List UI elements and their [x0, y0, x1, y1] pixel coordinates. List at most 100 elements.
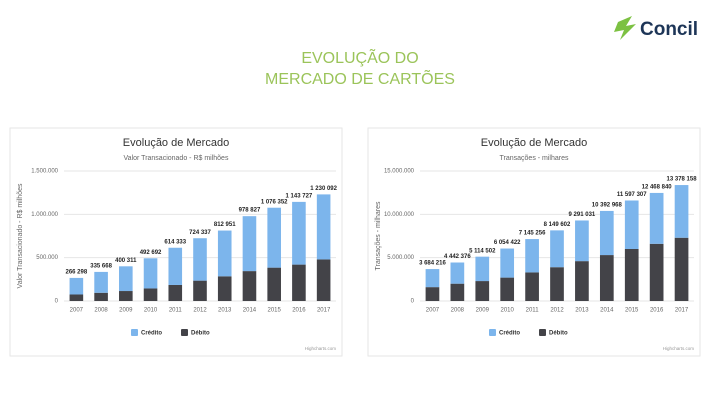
bar-segment [119, 291, 133, 301]
bar-segment [674, 185, 689, 238]
slide-title: EVOLUÇÃO DO [301, 47, 418, 67]
bar-segment [143, 258, 158, 289]
bar-segment [425, 269, 440, 288]
x-tick-label: 2009 [476, 308, 490, 314]
bar-segment [168, 284, 183, 301]
credits: Highcharts.com [663, 346, 695, 351]
bar-segment [525, 239, 539, 273]
bar-segment [217, 276, 232, 301]
total-label: 1 143 727 [286, 193, 313, 199]
x-tick-label: 2015 [625, 308, 639, 314]
bar-segment [475, 281, 490, 301]
bar-segment [242, 216, 257, 272]
bar-segment [425, 287, 440, 301]
bar-segment [450, 283, 465, 301]
x-tick-label: 2008 [451, 308, 465, 314]
y-tick-label: 1.500.000 [31, 169, 58, 175]
x-tick-label: 2007 [70, 308, 84, 314]
bar-segment [292, 201, 306, 265]
chart: Evolução de Mercado Valor Transacionado -… [9, 127, 343, 357]
bar-segment [242, 271, 257, 301]
bar-segment [525, 272, 539, 301]
x-tick-label: 2014 [243, 308, 257, 314]
total-label: 266 298 [66, 269, 88, 275]
x-tick-label: 2013 [575, 308, 589, 314]
bar-segment [69, 294, 84, 301]
bar-segment [475, 256, 490, 282]
x-tick-label: 2008 [94, 308, 108, 314]
bar-segment [649, 192, 664, 244]
bar-segment [119, 266, 133, 292]
total-label: 978 827 [239, 208, 261, 214]
x-tick-label: 2017 [317, 308, 331, 314]
x-tick-label: 2010 [501, 308, 515, 314]
total-label: 724 337 [189, 230, 211, 236]
credits: Highcharts.com [305, 346, 337, 351]
bar-segment [267, 207, 281, 268]
total-label: 492 692 [140, 250, 162, 256]
total-label: 1 230 092 [310, 186, 337, 192]
legend-label: Crédito [141, 331, 162, 337]
bar-segment [624, 249, 639, 301]
bar-segment [649, 243, 664, 301]
legend-label: Débito [191, 331, 210, 337]
y-axis-label: Valor Transacionado - R$ milhões [17, 183, 24, 288]
y-tick-label: 0 [411, 299, 415, 305]
bar-segment [143, 288, 158, 301]
total-label: 9 291 031 [569, 212, 596, 218]
bar-segment [674, 237, 689, 301]
total-label: 13 378 158 [667, 177, 698, 183]
legend-label: Débito [549, 331, 568, 337]
total-label: 812 951 [214, 222, 236, 228]
x-tick-label: 2011 [526, 308, 540, 314]
total-label: 12 468 840 [642, 185, 673, 191]
y-tick-label: 15.000.000 [384, 169, 415, 175]
x-tick-label: 2007 [426, 308, 440, 314]
bar-segment [599, 210, 614, 256]
y-axis-label: Transações - milhares [375, 201, 382, 270]
bar-segment [267, 267, 281, 301]
total-label: 5 114 502 [469, 248, 496, 254]
total-label: 4 442 376 [444, 254, 471, 260]
legend-swatch [539, 329, 546, 336]
total-label: 10 392 968 [592, 203, 623, 209]
chart-subtitle: Valor Transacionado - R$ milhões [124, 155, 229, 162]
x-tick-label: 2017 [675, 308, 689, 314]
bar-segment [316, 259, 331, 301]
bar-segment [217, 230, 232, 277]
bar-segment [94, 292, 108, 301]
total-label: 8 149 602 [544, 222, 571, 228]
x-tick-label: 2014 [600, 308, 614, 314]
legend-label: Crédito [499, 331, 520, 337]
x-tick-label: 2010 [144, 308, 158, 314]
bar-segment [624, 200, 639, 249]
legend-swatch [181, 329, 188, 336]
total-label: 7 145 256 [519, 231, 546, 237]
bar-segment [450, 262, 465, 284]
bar-segment [316, 194, 331, 260]
total-label: 11 597 307 [617, 192, 647, 198]
bar-segment [168, 247, 183, 285]
bar-segment [500, 248, 515, 278]
bar-segment [599, 255, 614, 301]
bar-segment [575, 261, 589, 301]
x-tick-label: 2013 [218, 308, 232, 314]
bar-segment [500, 277, 515, 301]
slide-title: MERCADO DE CARTÕES [265, 68, 455, 88]
chart-title: Evolução de Mercado [123, 137, 229, 149]
total-label: 3 684 216 [419, 261, 446, 267]
bar-segment [550, 230, 564, 268]
bar-segment [292, 264, 306, 301]
x-tick-label: 2012 [193, 308, 207, 314]
bar-segment [69, 277, 84, 295]
chart-panel [9, 127, 343, 357]
total-label: 6 054 422 [494, 240, 521, 246]
y-tick-label: 5.000.000 [387, 255, 414, 261]
chart: Evolução de Mercado Transações - milhares… [367, 127, 701, 357]
x-tick-label: 2009 [119, 308, 133, 314]
bar-segment [550, 267, 564, 301]
x-tick-label: 2016 [292, 308, 306, 314]
x-tick-label: 2015 [268, 308, 282, 314]
bar-segment [193, 280, 207, 301]
